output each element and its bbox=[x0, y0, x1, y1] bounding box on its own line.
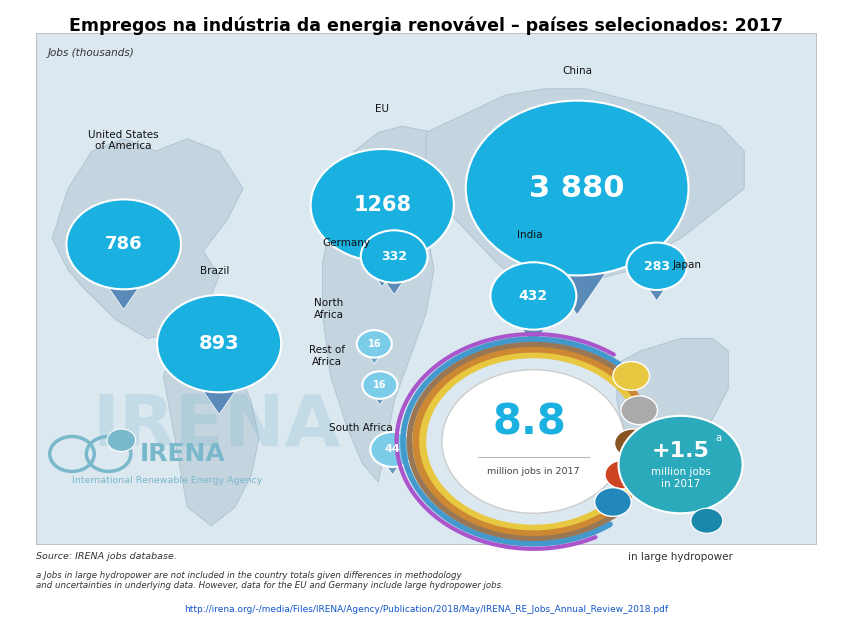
Text: 332: 332 bbox=[381, 250, 407, 263]
Text: 283: 283 bbox=[644, 260, 670, 273]
Text: 3 880: 3 880 bbox=[529, 174, 625, 203]
Circle shape bbox=[311, 149, 454, 261]
Circle shape bbox=[691, 508, 722, 533]
Polygon shape bbox=[176, 351, 262, 414]
Circle shape bbox=[595, 488, 631, 517]
Text: International Renewable Energy Agency: International Renewable Energy Agency bbox=[72, 476, 262, 485]
Text: Brazil: Brazil bbox=[200, 266, 230, 276]
Text: 786: 786 bbox=[105, 235, 142, 253]
Text: South Africa: South Africa bbox=[329, 423, 393, 433]
Text: in large hydropower: in large hydropower bbox=[628, 552, 733, 562]
Polygon shape bbox=[338, 126, 450, 201]
Circle shape bbox=[466, 101, 688, 275]
Polygon shape bbox=[504, 301, 563, 345]
Polygon shape bbox=[323, 195, 434, 482]
Text: Source: IRENA jobs database.: Source: IRENA jobs database. bbox=[36, 552, 177, 561]
FancyBboxPatch shape bbox=[36, 33, 816, 544]
Text: 16: 16 bbox=[373, 380, 387, 390]
Text: a Jobs in large hydropower are not included in the country totals given differen: a Jobs in large hydropower are not inclu… bbox=[36, 571, 504, 590]
Text: India: India bbox=[516, 230, 542, 240]
Circle shape bbox=[66, 199, 181, 289]
Circle shape bbox=[371, 432, 415, 467]
Text: United States
of America: United States of America bbox=[89, 130, 159, 151]
Polygon shape bbox=[617, 339, 728, 451]
Circle shape bbox=[360, 230, 428, 283]
Circle shape bbox=[491, 262, 576, 330]
Circle shape bbox=[107, 429, 135, 451]
Text: Empregos na indústria da energia renovável – países selecionados: 2017: Empregos na indústria da energia renováv… bbox=[69, 17, 783, 36]
Text: a: a bbox=[716, 433, 722, 443]
Text: Jobs (thousands): Jobs (thousands) bbox=[48, 48, 135, 58]
Text: China: China bbox=[562, 66, 592, 76]
Text: million jobs in 2017: million jobs in 2017 bbox=[487, 467, 579, 476]
Polygon shape bbox=[332, 214, 432, 287]
Text: million jobs
in 2017: million jobs in 2017 bbox=[651, 467, 711, 490]
Text: 432: 432 bbox=[519, 289, 548, 303]
Polygon shape bbox=[52, 139, 243, 339]
Circle shape bbox=[621, 396, 658, 424]
Polygon shape bbox=[362, 346, 387, 364]
Polygon shape bbox=[377, 452, 408, 475]
Text: 1268: 1268 bbox=[354, 195, 412, 215]
Circle shape bbox=[442, 370, 625, 514]
Text: IRENA: IRENA bbox=[140, 442, 226, 466]
Text: North
Africa: North Africa bbox=[314, 298, 344, 320]
Circle shape bbox=[614, 429, 651, 458]
Circle shape bbox=[357, 330, 392, 357]
Text: 44: 44 bbox=[385, 445, 400, 455]
Polygon shape bbox=[426, 89, 744, 295]
Circle shape bbox=[626, 243, 687, 290]
Circle shape bbox=[613, 362, 649, 390]
Text: 8.8: 8.8 bbox=[492, 402, 567, 444]
Text: +1.5: +1.5 bbox=[652, 441, 710, 461]
Circle shape bbox=[362, 371, 397, 399]
Text: http://irena.org/-/media/Files/IRENA/Agency/Publication/2018/May/IRENA_RE_Jobs_A: http://irena.org/-/media/Files/IRENA/Age… bbox=[184, 606, 668, 614]
Polygon shape bbox=[164, 314, 259, 525]
Text: Japan: Japan bbox=[672, 260, 701, 270]
Text: 893: 893 bbox=[199, 334, 239, 353]
Text: Germany: Germany bbox=[322, 238, 371, 248]
Polygon shape bbox=[499, 201, 655, 315]
Polygon shape bbox=[636, 270, 678, 300]
Circle shape bbox=[157, 295, 281, 393]
Text: Rest of
Africa: Rest of Africa bbox=[309, 345, 345, 367]
Polygon shape bbox=[367, 387, 392, 405]
Text: EU: EU bbox=[375, 103, 389, 113]
Circle shape bbox=[605, 460, 642, 489]
Polygon shape bbox=[371, 260, 417, 295]
Circle shape bbox=[619, 416, 743, 514]
Polygon shape bbox=[83, 251, 164, 310]
Text: IRENA: IRENA bbox=[92, 391, 340, 460]
Text: 16: 16 bbox=[367, 339, 381, 349]
